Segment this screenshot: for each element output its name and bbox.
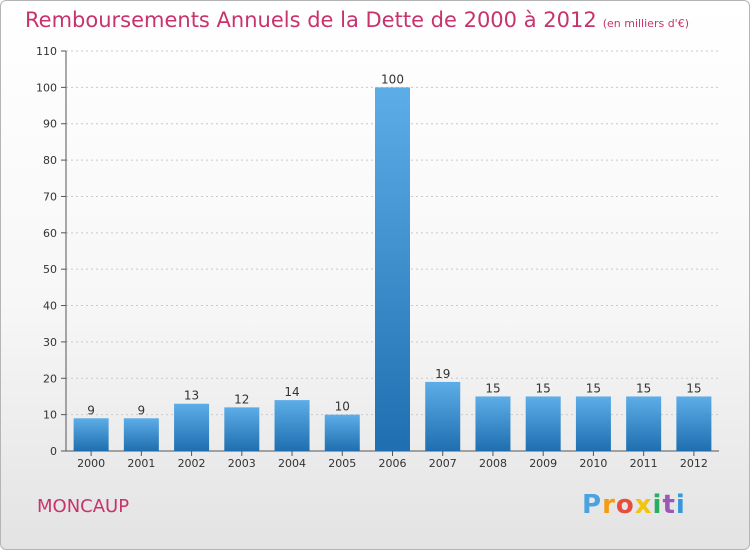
bar xyxy=(375,87,410,451)
data-label: 15 xyxy=(536,381,551,395)
bar xyxy=(274,400,310,451)
data-label: 15 xyxy=(586,381,601,395)
x-tick-label: 2006 xyxy=(379,457,407,470)
x-tick-label: 2001 xyxy=(127,457,155,470)
bar xyxy=(174,403,210,451)
bar xyxy=(123,418,159,451)
data-label: 15 xyxy=(485,381,500,395)
x-tick-label: 2004 xyxy=(278,457,306,470)
logo-letter: i xyxy=(652,490,663,520)
commune-name: MONCAUP xyxy=(37,496,130,517)
logo-letter: x xyxy=(634,490,653,520)
x-tick-label: 2002 xyxy=(178,457,206,470)
data-label: 15 xyxy=(636,381,651,395)
y-tick-label: 30 xyxy=(43,336,57,349)
x-tick-label: 2008 xyxy=(479,457,507,470)
y-tick-label: 40 xyxy=(43,300,57,313)
bar xyxy=(324,414,360,451)
x-tick-label: 2005 xyxy=(328,457,356,470)
data-label: 19 xyxy=(435,367,450,381)
chart-title-text: Remboursements Annuels de la Dette de 20… xyxy=(25,8,597,32)
data-label: 12 xyxy=(234,392,249,406)
bar xyxy=(575,396,611,451)
data-label: 10 xyxy=(335,400,350,414)
y-tick-label: 10 xyxy=(43,409,57,422)
bar xyxy=(676,396,712,451)
y-tick-label: 70 xyxy=(43,190,57,203)
data-label: 9 xyxy=(87,403,95,417)
y-tick-label: 90 xyxy=(43,118,57,131)
y-tick-label: 0 xyxy=(50,445,57,458)
x-tick-label: 2010 xyxy=(579,457,607,470)
bar xyxy=(525,396,561,451)
logo-letter: t xyxy=(662,490,676,520)
logo-letter: r xyxy=(602,490,616,520)
y-tick-label: 100 xyxy=(36,81,57,94)
data-labels: 9 9 13 12 14 10 100 19 15 15 15 15 15 xyxy=(87,72,701,417)
y-tick-label: 20 xyxy=(43,372,57,385)
x-tick-label: 2003 xyxy=(228,457,256,470)
x-tick-label: 2000 xyxy=(77,457,105,470)
y-tick-label: 110 xyxy=(36,45,57,58)
x-tick-label: 2009 xyxy=(529,457,557,470)
data-label: 15 xyxy=(686,381,701,395)
data-label: 100 xyxy=(381,72,404,86)
bar xyxy=(224,407,260,451)
chart-unit: (en milliers d'€) xyxy=(602,17,689,30)
y-tick-label: 50 xyxy=(43,263,57,276)
y-tick-label: 80 xyxy=(43,154,57,167)
x-tick-label: 2012 xyxy=(680,457,708,470)
logo-letter: i xyxy=(675,490,686,520)
bar xyxy=(475,396,511,451)
proxiti-logo: Proxiti xyxy=(582,490,686,520)
x-tick-label: 2011 xyxy=(630,457,658,470)
bars xyxy=(73,87,712,451)
data-label: 13 xyxy=(184,389,199,403)
bar xyxy=(626,396,662,451)
x-tick-label: 2007 xyxy=(429,457,457,470)
y-tick-label: 60 xyxy=(43,227,57,240)
data-label: 14 xyxy=(284,385,299,399)
bar xyxy=(425,381,461,451)
logo-letter: P xyxy=(582,490,603,520)
bar xyxy=(73,418,109,451)
data-label: 9 xyxy=(138,403,146,417)
chart-title: Remboursements Annuels de la Dette de 20… xyxy=(25,8,689,32)
logo-letter: o xyxy=(615,490,635,520)
